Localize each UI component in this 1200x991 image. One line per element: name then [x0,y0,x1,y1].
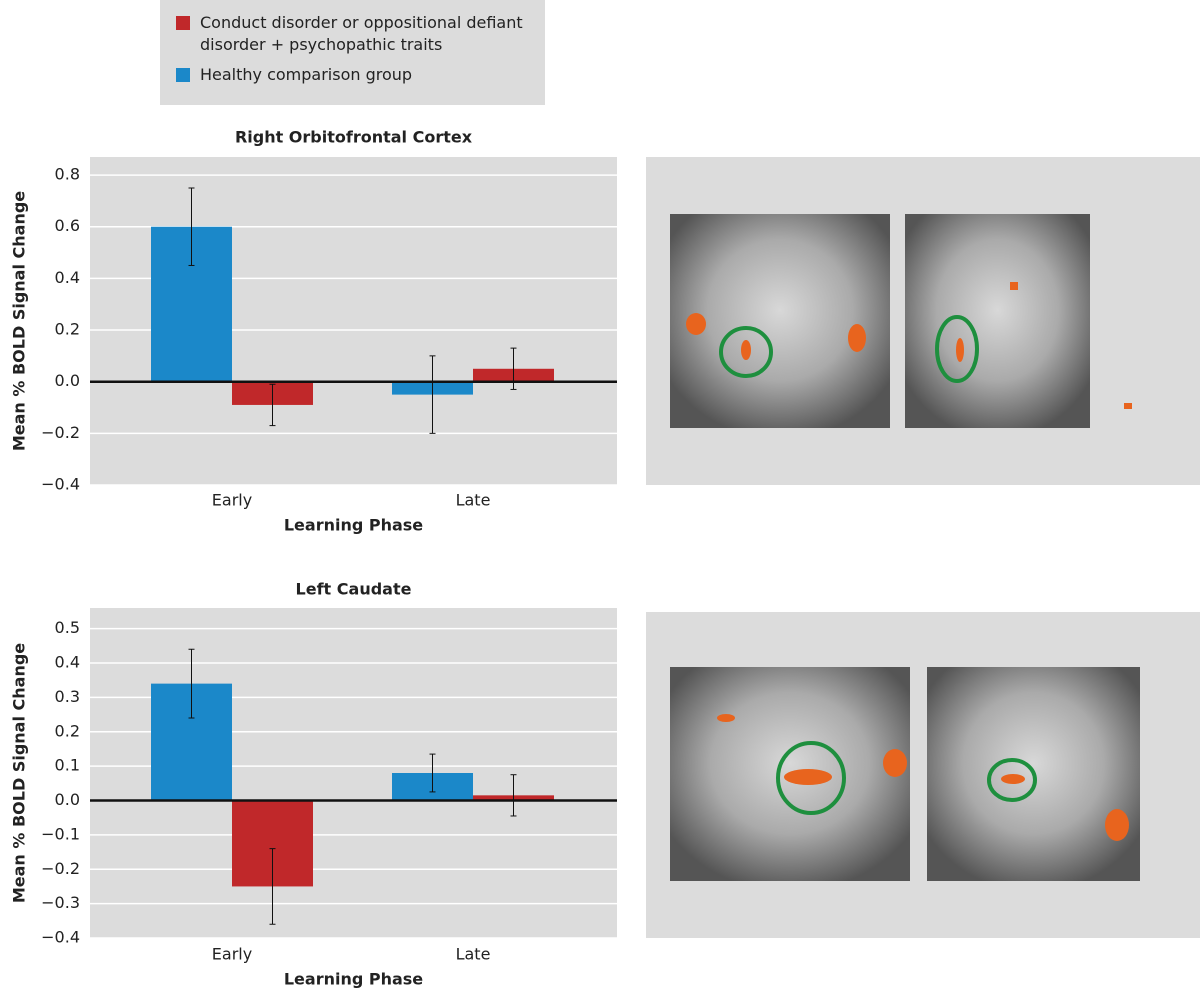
activation [784,769,832,785]
x-tick-label: Late [456,491,491,510]
legend-swatch [176,68,190,82]
x-axis-label: Learning Phase [284,970,423,989]
activation [848,324,866,352]
x-tick-label: Early [212,491,252,510]
legend-label: Conduct disorder or oppositional defiant… [200,12,529,56]
x-tick-label: Early [212,945,252,964]
y-tick-label: 0.3 [55,687,80,706]
y-tick-label: 0.4 [55,268,80,287]
legend-swatch [176,16,190,30]
y-axis-label: Mean % BOLD Signal Change [10,643,29,903]
activation [883,749,907,777]
brain-image [905,214,1090,428]
y-tick-label: 0.5 [55,618,80,637]
y-tick-label: 0.0 [55,371,80,390]
x-tick-label: Late [456,945,491,964]
legend-item: Healthy comparison group [176,64,529,86]
y-tick-label: 0.2 [55,721,80,740]
activation [717,714,735,722]
y-tick-label: 0.6 [55,216,80,235]
legend: Conduct disorder or oppositional defiant… [160,0,545,105]
y-tick-label: −0.2 [41,859,80,878]
legend-item: Conduct disorder or oppositional defiant… [176,12,529,56]
y-tick-label: −0.1 [41,824,80,843]
y-tick-label: 0.4 [55,653,80,672]
y-tick-label: −0.3 [41,893,80,912]
legend-label: Healthy comparison group [200,64,412,86]
activation [1105,809,1129,841]
activation [1001,774,1025,784]
x-axis-label: Learning Phase [284,516,423,535]
chart-title: Right Orbitofrontal Cortex [235,128,473,147]
figure: Right Orbitofrontal Cortex Learning Phase… [0,0,1200,991]
activation [686,313,706,335]
y-tick-label: 0.0 [55,790,80,809]
activation [741,340,751,360]
y-tick-label: 0.2 [55,320,80,339]
chart-title: Left Caudate [296,580,412,599]
y-axis-label: Mean % BOLD Signal Change [10,191,29,451]
y-tick-label: 0.1 [55,756,80,775]
y-tick-label: −0.4 [41,928,80,947]
page: Right Orbitofrontal Cortex Learning Phase… [0,0,1200,991]
y-tick-label: −0.4 [41,475,80,494]
activation [1124,403,1132,409]
activation [1010,282,1018,290]
y-tick-label: −0.2 [41,423,80,442]
y-tick-label: 0.8 [55,165,80,184]
activation [956,338,964,362]
